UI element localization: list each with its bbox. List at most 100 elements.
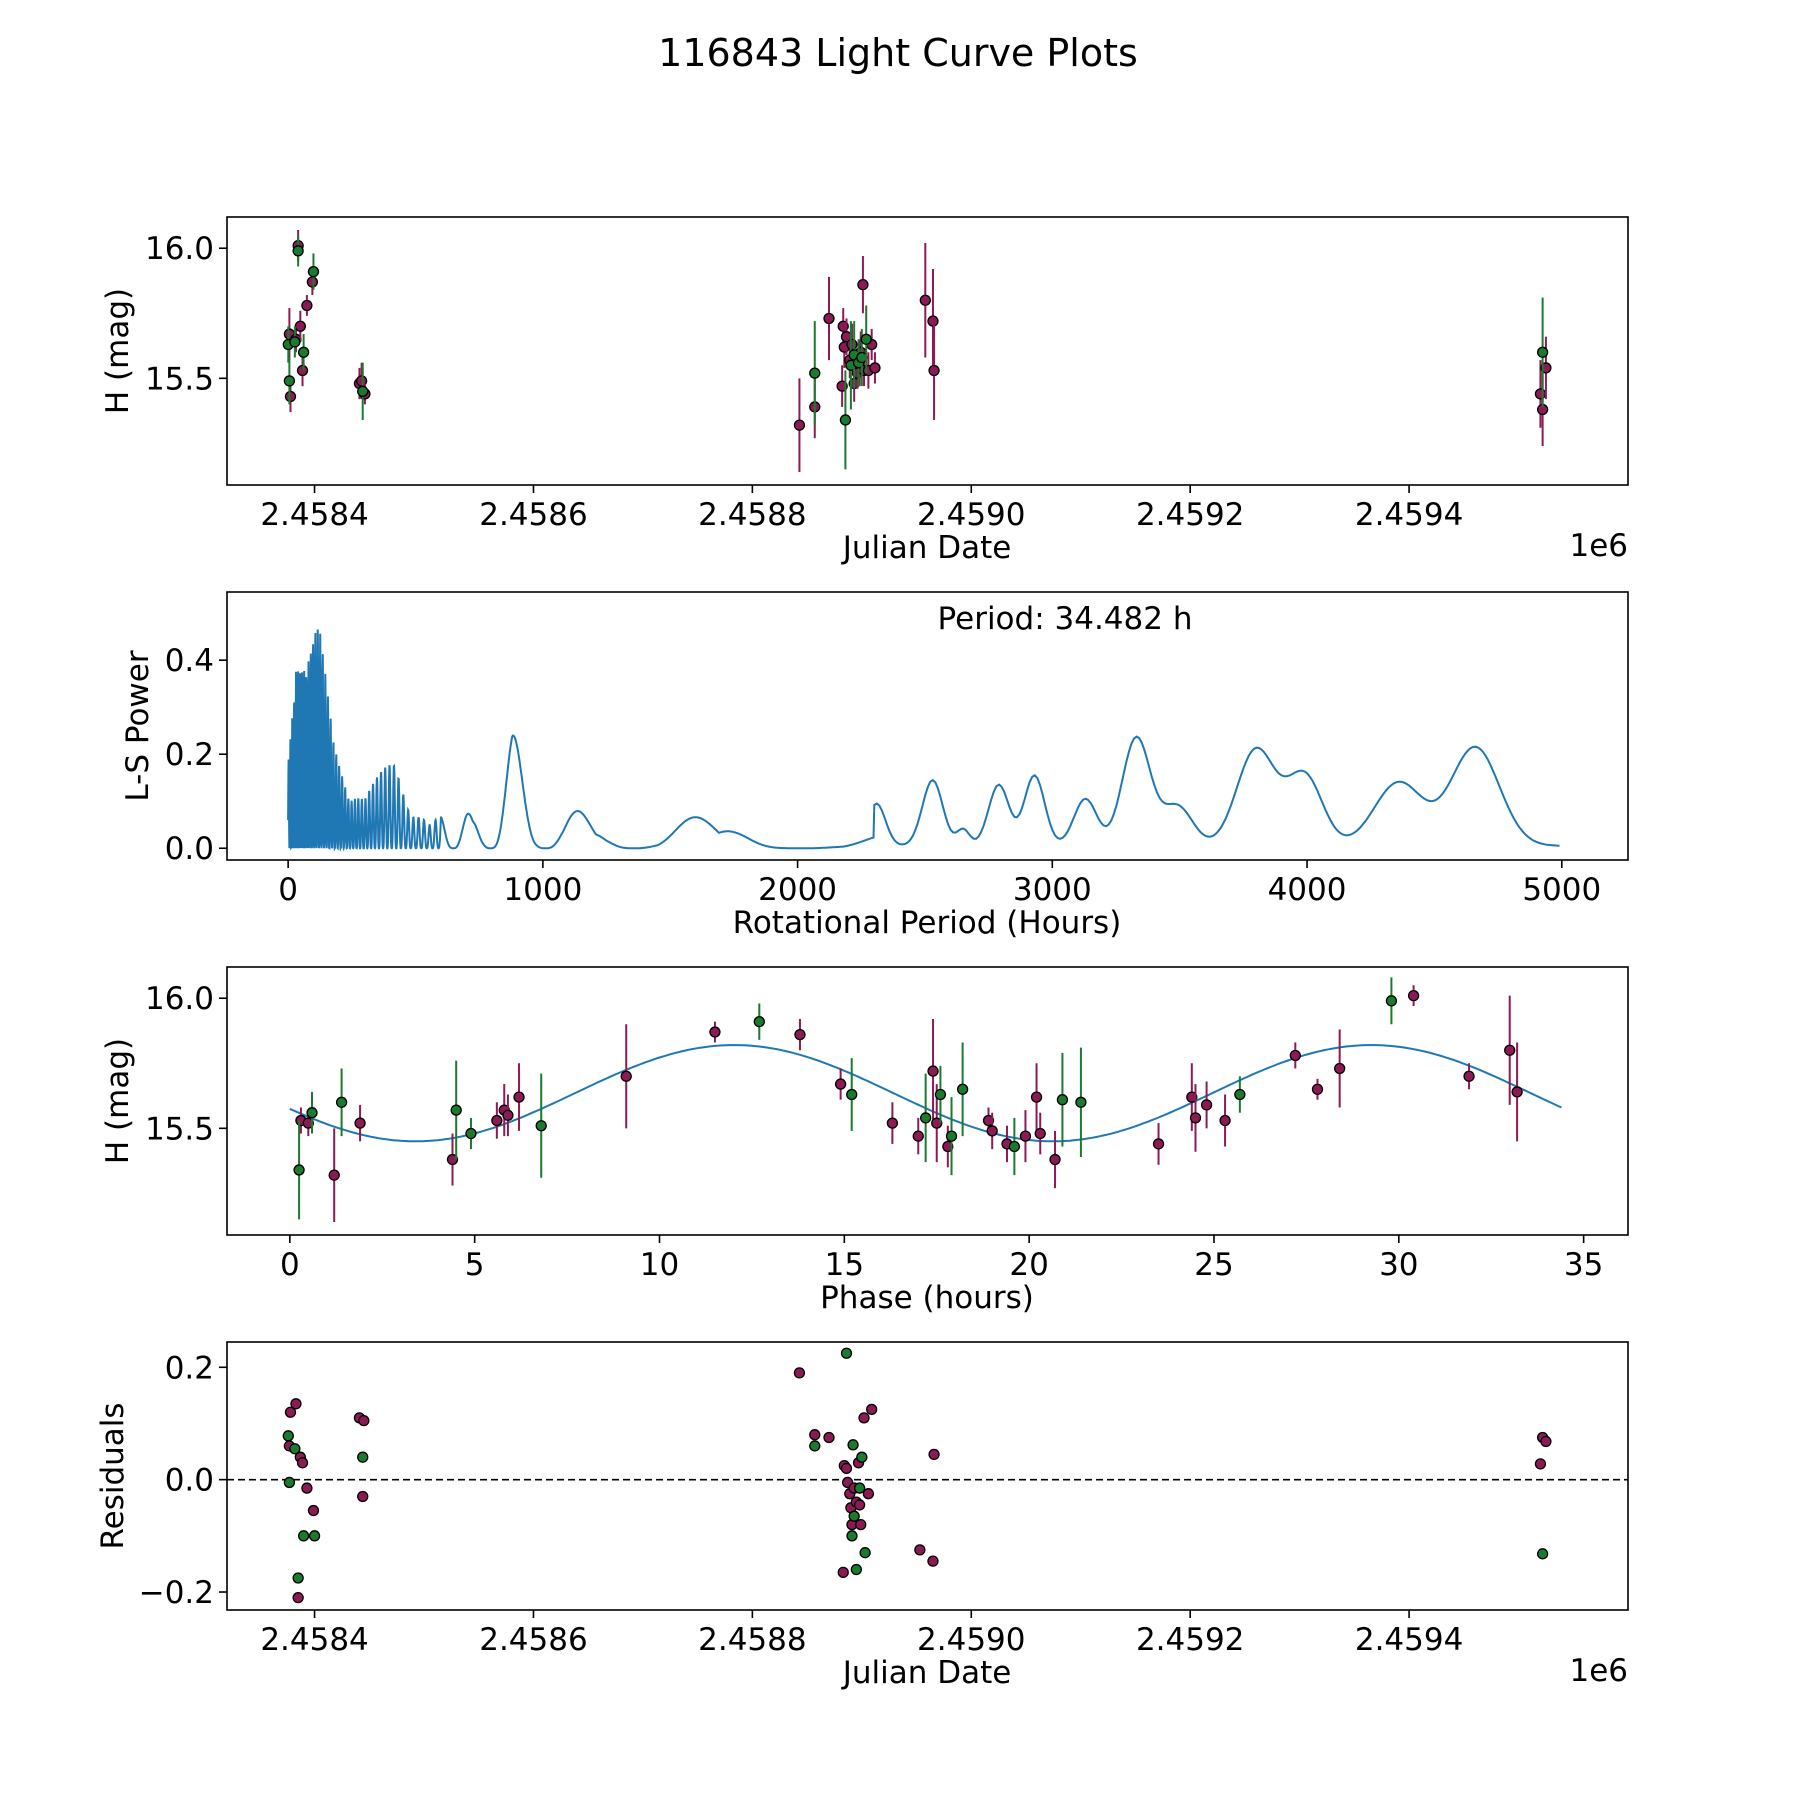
lightcurve-point	[839, 414, 852, 426]
periodogram-xtick-label: 4000	[1268, 872, 1347, 908]
lightcurve-point	[306, 276, 319, 288]
phased-point	[1234, 1088, 1246, 1101]
lightcurve-point	[919, 294, 931, 306]
residuals-xtick-label: 2.4590	[917, 1622, 1025, 1658]
residuals-point	[301, 1482, 313, 1494]
lightcurve-series-g	[282, 235, 1549, 470]
residuals-point	[914, 1544, 926, 1556]
lightcurve-x-offset-label: 1e6	[1569, 528, 1628, 564]
residuals-series-o	[283, 1367, 1552, 1604]
phased-xtick-label: 20	[1009, 1247, 1048, 1283]
phased-xlabel: Phase (hours)	[820, 1280, 1034, 1316]
residuals-point	[289, 1443, 301, 1455]
residuals-point	[927, 1555, 939, 1567]
residuals-point	[846, 1530, 858, 1542]
phased-point	[1219, 1114, 1231, 1127]
residuals-point	[292, 1572, 304, 1584]
residuals-point	[856, 1451, 868, 1463]
phased-xtick-label: 5	[465, 1247, 485, 1283]
phased-ytick-label: 15.5	[145, 1111, 214, 1147]
lightcurve-xtick-label: 2.4590	[917, 497, 1025, 533]
phased-point	[1008, 1140, 1021, 1153]
phased-series-g	[293, 977, 1398, 1220]
phased-point	[1019, 1130, 1032, 1142]
phased-point	[1200, 1099, 1213, 1111]
figure-title: 116843 Light Curve Plots	[658, 31, 1138, 75]
phased-point	[753, 1015, 765, 1028]
residuals-point	[855, 1518, 867, 1531]
lightcurve-point	[793, 419, 806, 431]
phased-point	[1311, 1083, 1324, 1095]
phased-point	[942, 1140, 954, 1153]
lightcurve-point	[860, 333, 872, 345]
residuals-point	[308, 1530, 321, 1542]
residuals-xtick-label: 2.4584	[260, 1622, 368, 1658]
phased-axes-frame	[226, 966, 1629, 1236]
residuals-point	[809, 1429, 821, 1441]
phased-point	[956, 1083, 969, 1095]
residuals-xtick-label: 2.4594	[1355, 1622, 1463, 1658]
lightcurve-point	[809, 367, 821, 379]
phased-point	[934, 1088, 947, 1101]
residuals-point	[823, 1431, 835, 1444]
phased-point	[931, 1117, 943, 1129]
phased-point	[927, 1065, 939, 1077]
phased-point	[1189, 1112, 1202, 1124]
phased-xtick-label: 15	[825, 1247, 864, 1283]
residuals-ytick-label: 0.0	[165, 1463, 214, 1499]
phased-point	[328, 1169, 340, 1181]
residuals-point	[793, 1367, 806, 1379]
periodogram-axes-frame	[226, 591, 1629, 861]
phased-point	[986, 1125, 998, 1137]
phased-ylabel: H (mag)	[100, 1038, 136, 1164]
phased-point	[1075, 1096, 1087, 1108]
lightcurve-point	[357, 385, 369, 397]
phased-xtick-label: 10	[640, 1247, 679, 1283]
residuals-point	[862, 1488, 875, 1500]
residuals-point	[840, 1347, 853, 1359]
residuals-point	[290, 1398, 302, 1410]
phased-point	[834, 1078, 847, 1090]
residuals-series-g	[282, 1347, 1549, 1584]
lightcurve-axes-frame	[226, 216, 1629, 486]
lightcurve-xtick-label: 2.4592	[1136, 497, 1244, 533]
phased-xtick-label: 25	[1194, 1247, 1233, 1283]
periodogram-panel: 0 1000 2000 3000 4000 5000 0.0 0.2 0.4 Period: 3…	[120, 591, 1629, 941]
periodogram-ytick-label: 0.4	[165, 643, 214, 679]
periodogram-xtick-label: 2000	[758, 872, 837, 908]
residuals-point	[282, 1430, 294, 1442]
residuals-point	[853, 1482, 866, 1494]
residuals-point	[850, 1563, 863, 1576]
residuals-panel: 2.4584 2.4586 2.4588 2.4590 2.4592 2.4594 −0.2…	[95, 1341, 1629, 1691]
phased-point	[912, 1130, 924, 1142]
lightcurve-point	[296, 364, 309, 377]
residuals-point	[859, 1547, 871, 1559]
periodogram-ytick-label: 0.2	[165, 737, 214, 773]
phased-point	[1152, 1138, 1165, 1150]
lightcurve-point	[307, 265, 320, 278]
lightcurve-point	[301, 299, 313, 312]
lightcurve-point	[927, 315, 939, 327]
lightcurve-point	[1534, 388, 1547, 400]
lightcurve-point	[857, 279, 869, 291]
phased-xtick-label: 0	[280, 1247, 300, 1283]
phased-point	[1030, 1091, 1043, 1103]
phased-panel: 0 5 10 15 20 25 30 35 15.5 16.0 Phase (hours) H (…	[100, 966, 1629, 1316]
phased-point	[709, 1026, 721, 1038]
phased-point	[1049, 1153, 1061, 1166]
lightcurve-point	[928, 364, 940, 377]
phased-point	[1186, 1091, 1198, 1103]
phased-point	[982, 1114, 995, 1127]
phased-point	[886, 1117, 899, 1129]
residuals-point	[1536, 1548, 1549, 1560]
phased-point	[1511, 1086, 1523, 1098]
periodogram-xtick-label: 1000	[503, 872, 582, 908]
phased-xtick-label: 35	[1564, 1247, 1603, 1283]
phased-point	[354, 1117, 366, 1129]
phased-point	[1289, 1049, 1301, 1062]
period-annotation: Period: 34.482 h	[938, 601, 1193, 637]
residuals-ytick-label: 0.2	[165, 1350, 214, 1386]
residuals-point	[866, 1403, 878, 1416]
phased-xtick-label: 30	[1379, 1247, 1418, 1283]
